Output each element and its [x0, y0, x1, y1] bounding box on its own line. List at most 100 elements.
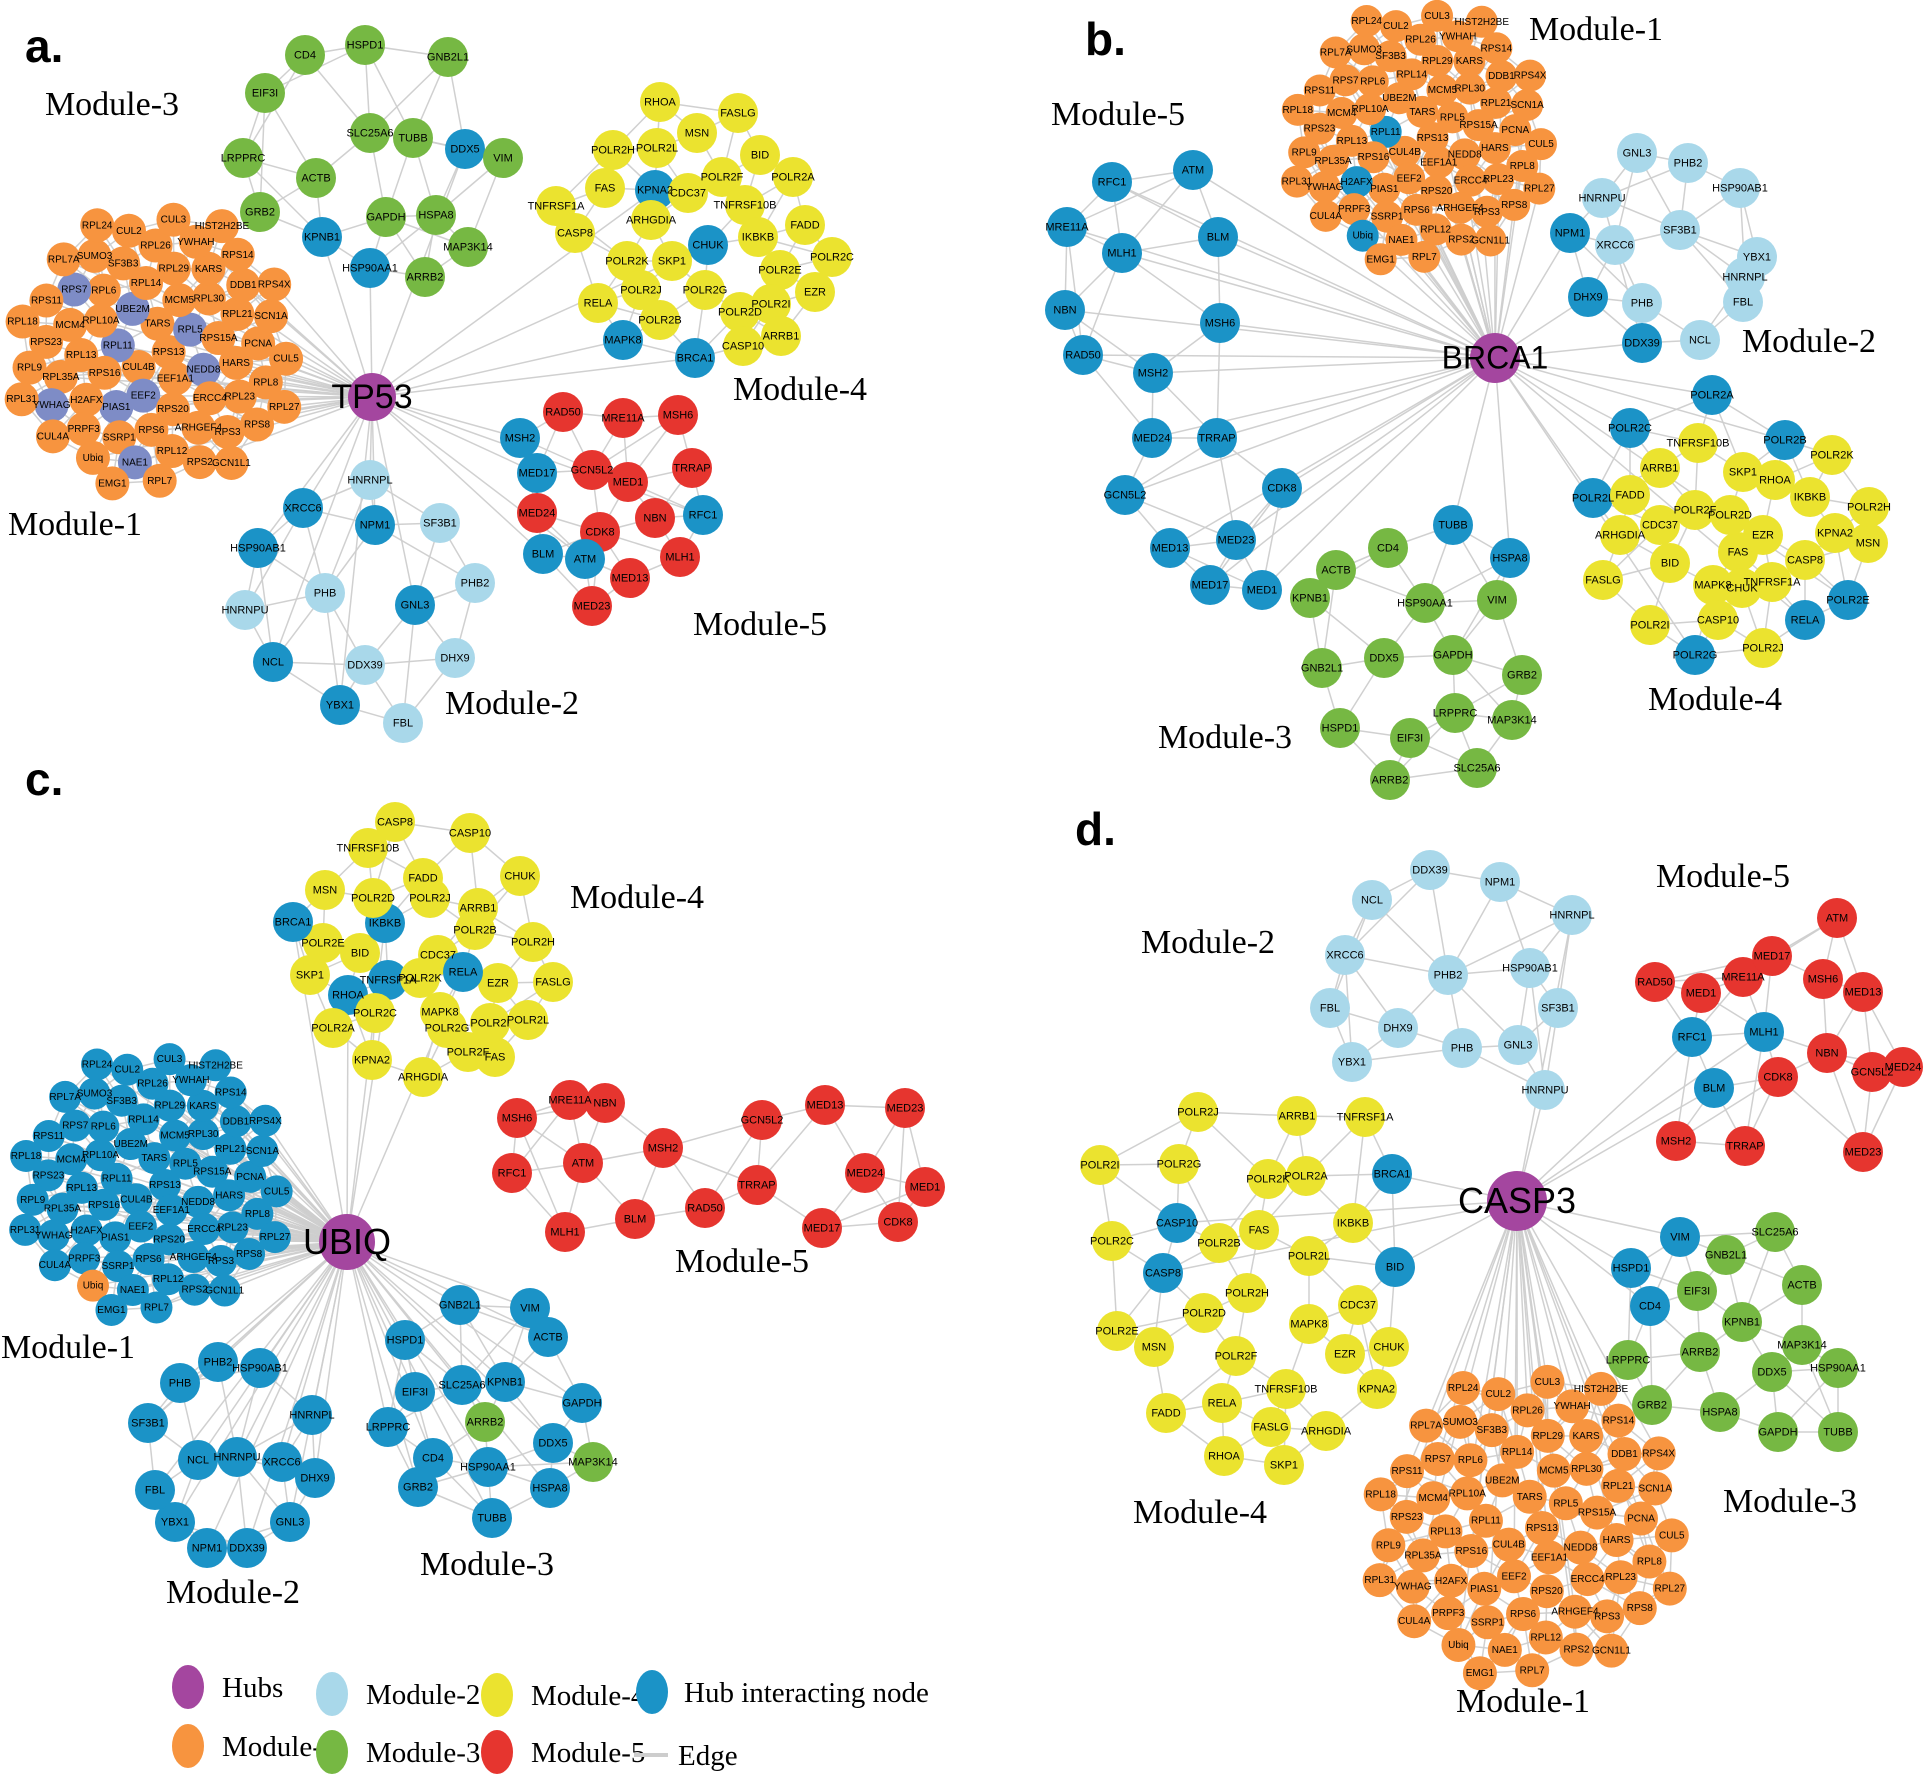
node-eif3i — [245, 73, 285, 113]
node-eif3i — [1677, 1271, 1717, 1311]
node-faslg — [1251, 1407, 1291, 1447]
node-label-lrpprc: LRPPRC — [221, 153, 266, 165]
node-label-eif3i: EIF3I — [402, 1387, 428, 1399]
node-med24 — [517, 493, 557, 533]
hub-edge — [32, 1199, 348, 1243]
node-rps16 — [88, 1188, 121, 1221]
node-polr2i — [751, 284, 791, 324]
node-hspd1 — [385, 1320, 425, 1360]
node-map3k14 — [1492, 700, 1532, 740]
node-label-phb: PHB — [1451, 1043, 1474, 1055]
node-kpna2 — [1357, 1369, 1397, 1409]
node-label-arrb1: ARRB1 — [763, 331, 800, 343]
module-m2-d — [1310, 850, 1592, 1110]
node-label-ercc4: ERCC4 — [187, 1224, 221, 1235]
node-label-ercc4: ERCC4 — [1571, 1574, 1605, 1585]
node-label-tnfrsf10b: TNFRSF10B — [337, 843, 400, 855]
module-m2-c — [128, 1342, 335, 1568]
hub-edge — [371, 244, 709, 398]
node-gnl3 — [270, 1502, 310, 1542]
node-emg1 — [1364, 243, 1397, 276]
node-label-phb2: PHB2 — [461, 578, 490, 590]
node-emg1 — [1462, 1656, 1497, 1691]
node-label-rps15a: RPS15A — [1578, 1508, 1617, 1519]
hub-label-casp3: CASP3 — [1458, 1180, 1576, 1221]
node-arrb2 — [1680, 1332, 1720, 1372]
node-label-pcna: PCNA — [1627, 1514, 1655, 1525]
node-label-ddb1: DDB1 — [230, 280, 257, 291]
node-ddx5 — [533, 1423, 573, 1463]
node-label-tars: TARS — [145, 319, 171, 330]
node-arrb1 — [1277, 1096, 1317, 1136]
node-nae1 — [1385, 223, 1418, 256]
node-vim — [1477, 580, 1517, 620]
node-rpl29 — [153, 1089, 186, 1122]
node-label-hsp90aa1: HSP90AA1 — [342, 263, 398, 275]
node-label-polr2i: POLR2I — [1080, 1160, 1119, 1172]
node-tnfrsf1a — [368, 960, 408, 1000]
node-rpl23 — [1603, 1560, 1638, 1595]
node-label-rpl10a: RPL10A — [1449, 1488, 1487, 1499]
node-label-gapdh: GAPDH — [1758, 1427, 1797, 1439]
node-cul3 — [153, 1043, 186, 1076]
node-rpl21 — [1480, 86, 1513, 119]
node-rad50 — [1635, 962, 1675, 1002]
node-rpl9 — [12, 350, 47, 385]
node-rpl6 — [87, 1110, 120, 1143]
node-hsp90aa1 — [1405, 583, 1445, 623]
node-polr2c — [812, 237, 852, 277]
node-label-rpl5: RPL5 — [178, 325, 203, 336]
node-med24 — [1883, 1047, 1923, 1087]
node-rpl21 — [214, 1132, 247, 1165]
node-gcn1l1 — [208, 1274, 241, 1307]
node-label-med13: MED13 — [807, 1100, 844, 1112]
node-label-rela: RELA — [584, 298, 613, 310]
node-label-cul4b: CUL4B — [122, 362, 155, 373]
node-label-ywhah: YWHAH — [1554, 1401, 1591, 1412]
node-label-rfc1: RFC1 — [1678, 1032, 1707, 1044]
node-label-rfc1: RFC1 — [498, 1168, 527, 1180]
node-label-fadd: FADD — [790, 220, 819, 232]
node-label-skp1: SKP1 — [658, 256, 686, 268]
node-label-hist2h2be: HIST2H2BE — [195, 221, 250, 232]
node-rps23 — [1303, 112, 1336, 145]
hub-edge — [1425, 1200, 1518, 1426]
legend-dot-module-4 — [481, 1673, 513, 1717]
node-kars — [1569, 1419, 1604, 1454]
node-polr2d — [720, 292, 760, 332]
node-arhgef4 — [1444, 191, 1477, 224]
node-label-brca1: BRCA1 — [275, 917, 312, 929]
node-label-kpnb1: KPNB1 — [487, 1377, 523, 1389]
hub-edge — [1486, 1200, 1518, 1623]
node-rpl7a — [1319, 36, 1352, 69]
node-rpl31 — [1280, 165, 1313, 198]
module-title-m4-c: Module-4 — [570, 879, 704, 916]
node-actb — [1782, 1265, 1822, 1305]
node-rpl10a — [83, 303, 118, 338]
node-label-polr2g: POLR2G — [683, 285, 728, 297]
node-cul5 — [260, 1175, 293, 1208]
node-label-sumo3: SUMO3 — [77, 1089, 113, 1100]
node-label-faslg: FASLG — [1253, 1422, 1288, 1434]
node-rps13 — [1525, 1511, 1560, 1545]
node-label-rps2: RPS2 — [1563, 1645, 1590, 1656]
node-kpna2 — [1815, 513, 1855, 553]
node-label-fadd: FADD — [1151, 1408, 1180, 1420]
node-med23 — [885, 1088, 925, 1128]
node-fas — [1239, 1210, 1279, 1250]
node-label-skp1: SKP1 — [296, 970, 324, 982]
node-vim — [483, 138, 523, 178]
node-label-phb: PHB — [169, 1378, 192, 1390]
node-msn — [677, 113, 717, 153]
node-rad50 — [685, 1188, 725, 1228]
node-trrap — [1197, 418, 1237, 458]
node-label-nae1: NAE1 — [1492, 1645, 1519, 1656]
node-cul5 — [269, 341, 304, 376]
node-rps8 — [1622, 1591, 1657, 1626]
node-label-med1: MED1 — [910, 1182, 941, 1194]
node-label-kpnb1: KPNB1 — [1724, 1317, 1760, 1329]
hub-edge — [371, 396, 521, 439]
node-label-rps20: RPS20 — [1531, 1586, 1563, 1597]
node-label-gnl3: GNL3 — [1623, 148, 1652, 160]
node-arrb1 — [761, 316, 801, 356]
